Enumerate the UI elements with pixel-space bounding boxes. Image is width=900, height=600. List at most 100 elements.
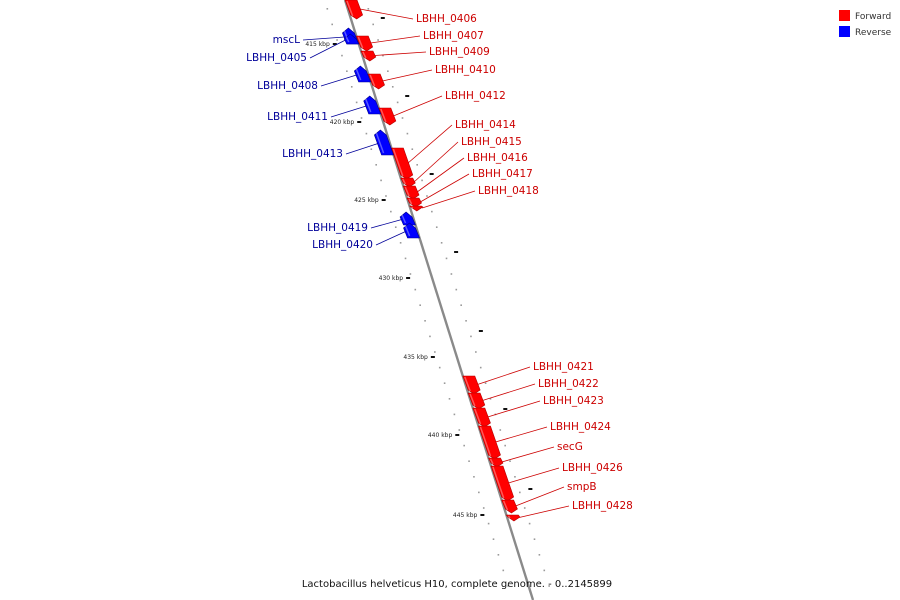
major-tick-right [454, 251, 459, 253]
gene-connector [515, 486, 565, 507]
gene-feature-lbhh_0409[interactable] [360, 50, 377, 62]
gene-feature-shade [346, 0, 354, 17]
gene-feature-lbhh_0413[interactable] [374, 129, 394, 156]
gene-feature-shade [365, 98, 372, 113]
minor-tick-dot [479, 366, 482, 369]
gene-label-smpb[interactable]: smpB [567, 481, 597, 493]
gene-label-lbhh_0415[interactable]: LBHH_0415 [461, 136, 522, 148]
legend-reverse-swatch [839, 26, 850, 37]
gene-feature-lbhh_0426[interactable] [490, 465, 515, 502]
minor-tick-dot [341, 54, 343, 57]
gene-connector [413, 141, 459, 183]
minor-tick-dot [463, 444, 465, 447]
minor-tick-dot [391, 86, 394, 88]
gene-label-secg[interactable]: secG [557, 441, 583, 453]
gene-feature-smpb[interactable] [501, 499, 518, 514]
gene-feature-lbhh_0423[interactable] [472, 407, 491, 428]
tick-label: 435 kbp [403, 354, 428, 361]
minor-tick-dot [499, 429, 502, 431]
gene-label-lbhh_0405[interactable]: LBHH_0405 [246, 52, 307, 64]
gene-label-lbhh_0411[interactable]: LBHH_0411 [267, 111, 328, 123]
legend-reverse-label: Reverse [855, 28, 892, 38]
gene-feature-lbhh_0416[interactable] [402, 185, 420, 200]
minor-tick-dot [355, 101, 358, 104]
gene-label-lbhh_0416[interactable]: LBHH_0416 [467, 152, 528, 164]
minor-tick-dot [429, 335, 431, 338]
gene-label-lbhh_0420[interactable]: LBHH_0420 [312, 239, 373, 251]
gene-label-lbhh_0428[interactable]: LBHH_0428 [572, 500, 633, 512]
gene-label-lbhh_0419[interactable]: LBHH_0419 [307, 222, 368, 234]
gene-connector [370, 219, 402, 229]
gene-feature-lbhh_0411[interactable] [363, 95, 382, 115]
gene-labels: LBHH_0406 LBHH_0407 LBHH_0409 LBHH_0410 LBHH… [246, 8, 633, 518]
minor-tick-dot [367, 8, 370, 10]
gene-feature-shade [469, 393, 476, 407]
gene-label-lbhh_0421[interactable]: LBHH_0421 [533, 361, 594, 373]
gene-feature-lbhh_0414[interactable] [390, 147, 414, 180]
gene-feature-shade [474, 408, 482, 425]
gene-connector [519, 505, 570, 518]
minor-tick-dot [419, 304, 421, 306]
minor-tick-dot [445, 257, 448, 260]
minor-tick-dot [438, 366, 441, 369]
gene-feature-lbhh_0410[interactable] [367, 73, 385, 90]
gene-label-lbhh_0408[interactable]: LBHH_0408 [257, 80, 318, 92]
gene-feature-lbhh_0418[interactable] [408, 205, 424, 212]
gene-feature-lbhh_0405[interactable] [343, 33, 360, 45]
gene-feature-shade [507, 515, 511, 519]
gene-label-lbhh_0407[interactable]: LBHH_0407 [423, 30, 484, 42]
minor-tick-dot [514, 476, 516, 478]
minor-tick-dot [424, 320, 426, 322]
major-tick-left [332, 43, 337, 45]
major-tick-left [406, 277, 411, 279]
gene-label-lbhh_0409[interactable]: LBHH_0409 [429, 46, 490, 58]
minor-tick-dot [350, 86, 353, 88]
gene-feature-lbhh_0420[interactable] [403, 222, 421, 239]
gene-label-mscl[interactable]: mscL [273, 34, 300, 46]
gene-feature-lbhh_0415[interactable] [400, 177, 416, 188]
gene-connector [359, 8, 414, 20]
gene-feature-lbhh_0407[interactable] [355, 35, 374, 52]
gene-label-lbhh_0423[interactable]: LBHH_0423 [543, 395, 604, 407]
gene-connector [370, 35, 421, 44]
minor-tick-dot [507, 585, 509, 587]
gene-connector [477, 366, 531, 385]
gene-label-lbhh_0417[interactable]: LBHH_0417 [472, 168, 533, 180]
gene-label-lbhh_0412[interactable]: LBHH_0412 [445, 90, 506, 102]
minor-tick-dot [473, 476, 475, 478]
minor-tick-dot [416, 164, 418, 166]
gene-feature-lbhh_0408[interactable] [353, 65, 372, 83]
minor-tick-dot [336, 39, 338, 41]
gene-connector [420, 173, 470, 203]
gene-label-lbhh_0414[interactable]: LBHH_0414 [455, 119, 516, 131]
gene-label-lbhh_0406[interactable]: LBHH_0406 [416, 13, 477, 25]
minor-tick-dot [426, 195, 428, 197]
minor-tick-dot [372, 23, 374, 26]
minor-tick-dot [470, 335, 472, 338]
gene-label-lbhh_0410[interactable]: LBHH_0410 [435, 64, 496, 76]
minor-tick-dot [489, 398, 492, 400]
gene-feature-lbhh_0412[interactable] [378, 107, 397, 126]
minor-tick-dot [380, 179, 382, 182]
tick-label: 425 kbp [354, 197, 379, 204]
gene-feature-lbhh_0417[interactable] [406, 197, 422, 208]
minor-tick-dot [431, 210, 433, 213]
minor-tick-dot [453, 413, 456, 416]
gene-label-lbhh_0426[interactable]: LBHH_0426 [562, 462, 623, 474]
minor-tick-dot [448, 398, 451, 400]
gene-feature-lbhh_0428[interactable] [505, 514, 521, 522]
gene-feature-secg[interactable] [488, 457, 504, 468]
gene-feature-lbhh_0421[interactable] [462, 375, 481, 395]
gene-feature-lbhh_0422[interactable] [467, 392, 486, 410]
gene-feature-shade [492, 466, 505, 499]
gene-label-lbhh_0422[interactable]: LBHH_0422 [538, 378, 599, 390]
gene-feature-lbhh_0424[interactable] [478, 425, 501, 460]
gene-feature-lbhh_0406[interactable] [344, 0, 364, 20]
gene-feature-shade [355, 68, 362, 81]
gene-label-lbhh_0413[interactable]: LBHH_0413 [282, 148, 343, 160]
gene-label-lbhh_0424[interactable]: LBHH_0424 [550, 421, 611, 433]
gene-label-lbhh_0418[interactable]: LBHH_0418 [478, 185, 539, 197]
minor-tick-dot [492, 538, 495, 540]
gene-feature-shade [401, 214, 407, 224]
